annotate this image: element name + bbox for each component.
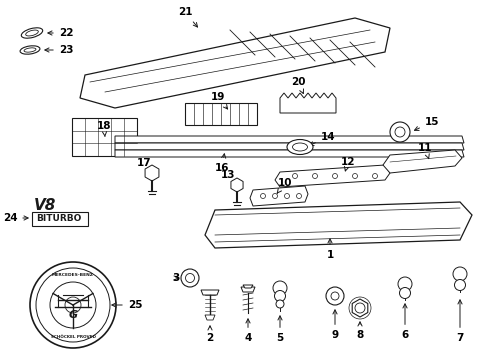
Circle shape	[273, 281, 287, 295]
Ellipse shape	[20, 46, 40, 54]
Polygon shape	[383, 150, 462, 173]
Circle shape	[331, 292, 339, 300]
FancyBboxPatch shape	[31, 212, 88, 225]
Text: 3: 3	[172, 273, 180, 283]
Circle shape	[30, 262, 116, 348]
Text: 21: 21	[178, 7, 197, 27]
Circle shape	[296, 194, 301, 198]
Circle shape	[274, 291, 286, 302]
Text: 1: 1	[326, 239, 334, 260]
Ellipse shape	[287, 140, 313, 154]
Polygon shape	[231, 178, 243, 192]
Polygon shape	[201, 290, 219, 295]
Text: BITURBO: BITURBO	[36, 214, 82, 223]
Text: 15: 15	[415, 117, 439, 130]
Polygon shape	[243, 285, 253, 288]
Text: 11: 11	[418, 143, 432, 159]
Text: 16: 16	[215, 154, 229, 173]
Text: V8: V8	[34, 198, 56, 212]
Circle shape	[455, 279, 466, 291]
Text: 13: 13	[221, 170, 237, 185]
Polygon shape	[80, 18, 390, 108]
Text: 8: 8	[356, 322, 364, 340]
Circle shape	[326, 287, 344, 305]
Circle shape	[398, 277, 412, 291]
Text: 19: 19	[211, 92, 227, 109]
Text: G: G	[69, 310, 77, 320]
Text: 18: 18	[97, 121, 111, 136]
Circle shape	[333, 174, 338, 179]
Text: SCHÖCKEL PROVED: SCHÖCKEL PROVED	[50, 335, 96, 339]
Circle shape	[186, 274, 195, 283]
Text: MERCEDES-BENZ: MERCEDES-BENZ	[52, 273, 94, 277]
Polygon shape	[115, 150, 464, 157]
Text: 23: 23	[45, 45, 73, 55]
Circle shape	[181, 269, 199, 287]
Text: 9: 9	[331, 310, 339, 340]
Polygon shape	[72, 118, 137, 156]
Circle shape	[313, 174, 318, 179]
Text: 2: 2	[206, 326, 214, 343]
Circle shape	[355, 303, 365, 313]
Text: 20: 20	[291, 77, 305, 94]
Text: 7: 7	[456, 300, 464, 343]
Circle shape	[372, 174, 377, 179]
Text: 24: 24	[2, 213, 28, 223]
Polygon shape	[352, 299, 368, 317]
Polygon shape	[241, 287, 255, 292]
Circle shape	[293, 174, 297, 179]
Polygon shape	[145, 165, 159, 181]
Circle shape	[399, 288, 411, 298]
Ellipse shape	[293, 143, 308, 151]
Ellipse shape	[24, 48, 36, 52]
Polygon shape	[185, 103, 257, 125]
Text: 4: 4	[245, 319, 252, 343]
Polygon shape	[205, 315, 215, 320]
Circle shape	[285, 194, 290, 198]
Polygon shape	[250, 186, 308, 206]
Text: 25: 25	[112, 300, 142, 310]
Polygon shape	[280, 93, 336, 113]
Text: 10: 10	[277, 178, 292, 193]
Text: 6: 6	[401, 304, 409, 340]
Circle shape	[272, 194, 277, 198]
Polygon shape	[115, 136, 464, 143]
Circle shape	[261, 194, 266, 198]
Circle shape	[352, 174, 358, 179]
Circle shape	[36, 268, 110, 342]
Circle shape	[390, 122, 410, 142]
Text: 17: 17	[137, 158, 152, 173]
Ellipse shape	[21, 28, 43, 38]
Text: 14: 14	[310, 132, 335, 145]
Polygon shape	[275, 165, 390, 187]
Polygon shape	[205, 202, 472, 248]
Text: 12: 12	[341, 157, 355, 171]
Ellipse shape	[25, 30, 38, 36]
Text: 5: 5	[276, 316, 284, 343]
Polygon shape	[115, 143, 464, 150]
Circle shape	[453, 267, 467, 281]
Text: 22: 22	[48, 28, 73, 38]
Circle shape	[395, 127, 405, 137]
Circle shape	[276, 300, 284, 308]
